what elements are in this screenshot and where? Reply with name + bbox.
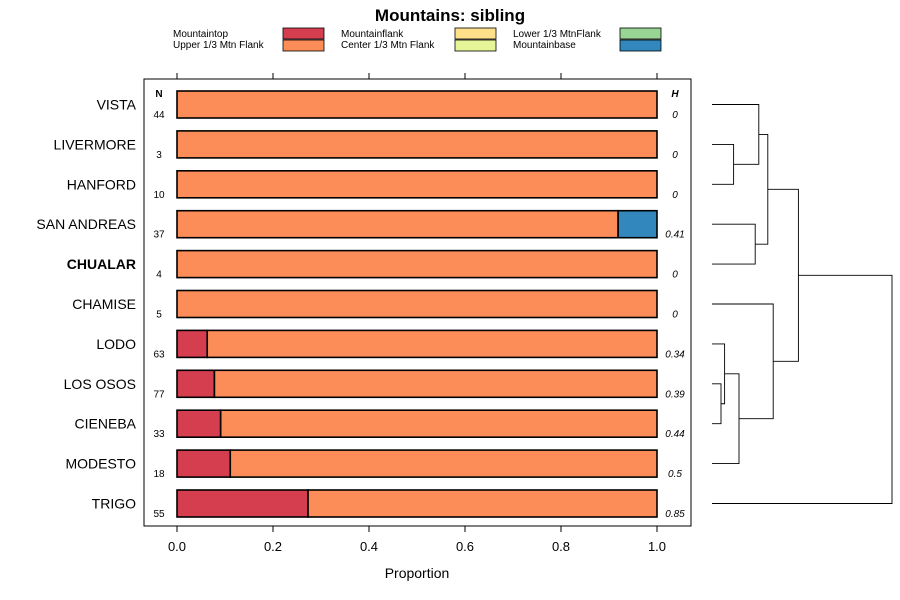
dendrogram-link xyxy=(712,343,726,405)
bar-segment-san-andreas-upper-1-3-mtn-flank xyxy=(176,209,619,239)
row-label-livermore: LIVERMORE xyxy=(54,136,136,152)
entropy-header: H xyxy=(671,89,679,100)
row-label-chamise: CHAMISE xyxy=(72,296,136,312)
entropy-label-livermore: 0 xyxy=(672,150,678,161)
entropy-label-cieneba: 0.44 xyxy=(665,429,685,440)
count-label-livermore: 3 xyxy=(156,150,162,161)
x-tick-label: 0.8 xyxy=(552,539,570,554)
x-tick-label: 0.6 xyxy=(456,539,474,554)
count-label-trigo: 55 xyxy=(153,509,165,520)
dendrogram-link xyxy=(712,104,760,165)
bar-segment-trigo-mountaintop xyxy=(176,489,309,518)
bar-segment-lodo-upper-1-3-mtn-flank xyxy=(206,329,658,359)
count-label-lodo: 63 xyxy=(153,349,165,360)
bar-segment-modesto-mountaintop xyxy=(176,449,232,478)
bar-segment-trigo-upper-1-3-mtn-flank xyxy=(307,489,658,518)
legend-label-mountainbase: Mountainbase xyxy=(513,40,576,51)
bar-segment-livermore-upper-1-3-mtn-flank xyxy=(176,130,658,159)
dendrogram-link xyxy=(712,373,740,465)
row-label-los-osos: LOS OSOS xyxy=(64,376,136,392)
legend-label-mountaintop: Mountaintop xyxy=(173,29,228,40)
entropy-label-vista: 0 xyxy=(672,110,678,121)
count-label-los-osos: 77 xyxy=(153,389,165,400)
legend-swatch-mountainflank xyxy=(454,27,497,40)
dendrogram-link xyxy=(767,188,799,362)
bar-segment-vista-upper-1-3-mtn-flank xyxy=(176,90,658,119)
dendrogram xyxy=(712,104,893,504)
bar-segment-los-osos-upper-1-3-mtn-flank xyxy=(213,369,658,399)
entropy-label-hanford: 0 xyxy=(672,190,678,201)
dendrogram-link xyxy=(712,223,756,265)
legend-swatch-lower-1-3-mtnflank xyxy=(619,27,662,40)
x-tick-label: 1.0 xyxy=(648,539,666,554)
legend-swatch-center-1-3-mtn-flank xyxy=(454,39,497,52)
legend-label-lower-1-3-mtnflank: Lower 1/3 MtnFlank xyxy=(513,29,602,40)
chart-title: Mountains: sibling xyxy=(375,6,525,25)
legend-swatch-upper-1-3-mtn-flank xyxy=(282,39,325,52)
entropy-label-los-osos: 0.39 xyxy=(665,389,685,400)
count-label-hanford: 10 xyxy=(153,190,165,201)
bar-segment-modesto-upper-1-3-mtn-flank xyxy=(229,449,658,478)
count-label-modesto: 18 xyxy=(153,469,165,480)
row-label-modesto: MODESTO xyxy=(65,456,136,472)
dendrogram-link xyxy=(712,274,893,504)
entropy-label-lodo: 0.34 xyxy=(665,349,685,360)
entropy-label-chamise: 0 xyxy=(672,310,678,321)
row-label-vista: VISTA xyxy=(97,97,137,113)
entropy-label-trigo: 0.85 xyxy=(665,509,685,520)
bar-segment-hanford-upper-1-3-mtn-flank xyxy=(176,170,658,199)
x-axis: 0.0 0.2 0.4 0.6 0.8 1.0 xyxy=(168,73,666,554)
legend-label-mountainflank: Mountainflank xyxy=(341,29,404,40)
bar-segment-chualar-upper-1-3-mtn-flank xyxy=(176,249,658,279)
dendrogram-link xyxy=(712,143,735,185)
entropy-label-modesto: 0.5 xyxy=(668,469,682,480)
bar-segment-chamise-upper-1-3-mtn-flank xyxy=(176,289,658,319)
plot-frame xyxy=(143,78,692,527)
bar-segment-lodo-mountaintop xyxy=(176,329,209,359)
legend-swatch-mountaintop xyxy=(282,27,325,40)
row-label-trigo: TRIGO xyxy=(92,496,136,512)
row-label-hanford: HANFORD xyxy=(67,176,136,192)
row-label-chualar: CHUALAR xyxy=(67,256,136,272)
legend-swatch-mountainbase xyxy=(619,39,662,52)
x-axis-title: Proportion xyxy=(385,565,450,581)
x-tick-label: 0.0 xyxy=(168,539,186,554)
bar-segment-los-osos-mountaintop xyxy=(176,369,216,399)
bar-segment-cieneba-mountaintop xyxy=(176,409,222,439)
x-tick-label: 0.4 xyxy=(360,539,378,554)
dendrogram-link xyxy=(755,133,769,245)
count-label-cieneba: 33 xyxy=(153,429,165,440)
row-label-lodo: LODO xyxy=(96,336,136,352)
entropy-label-chualar: 0 xyxy=(672,270,678,281)
legend-label-upper-1-3-mtn-flank: Upper 1/3 Mtn Flank xyxy=(173,40,265,51)
count-header: N xyxy=(155,89,162,100)
bar-segment-san-andreas-mountainbase xyxy=(617,209,658,239)
x-tick-label: 0.2 xyxy=(264,539,282,554)
entropy-label-san-andreas: 0.41 xyxy=(665,230,684,241)
legend-label-center-1-3-mtn-flank: Center 1/3 Mtn Flank xyxy=(341,40,435,51)
count-label-chamise: 5 xyxy=(156,310,162,321)
rows: VISTA 44 0 LIVERMORE 3 0 HANFORD 10 0 SAN ANDREAS… xyxy=(36,90,685,520)
count-label-san-andreas: 37 xyxy=(153,230,165,241)
count-label-vista: 44 xyxy=(153,110,165,121)
count-label-chualar: 4 xyxy=(156,270,162,281)
bar-segment-cieneba-upper-1-3-mtn-flank xyxy=(219,409,658,439)
dendrogram-link xyxy=(712,383,722,425)
row-label-cieneba: CIENEBA xyxy=(75,416,137,432)
row-label-san-andreas: SAN ANDREAS xyxy=(36,216,136,232)
